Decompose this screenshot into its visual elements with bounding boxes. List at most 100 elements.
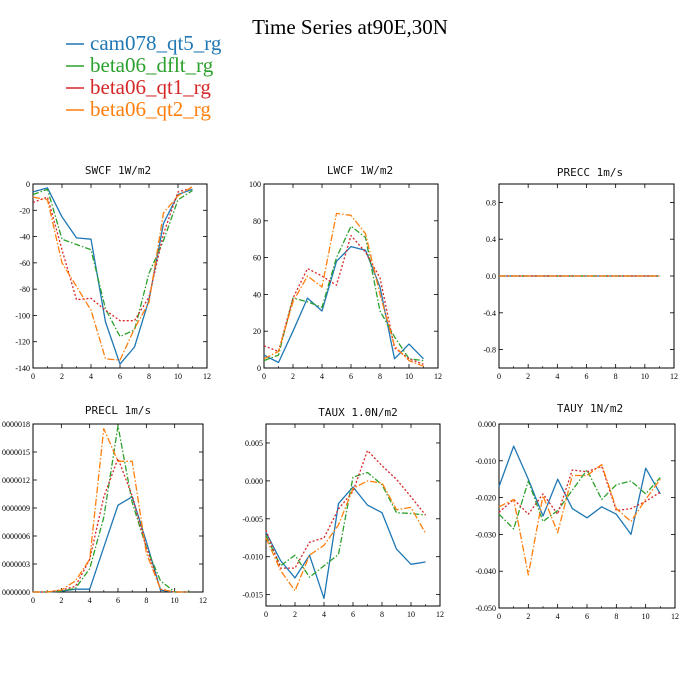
panels: SWCF 1W/m2 0 2 4 6 8 10 12 0 -20 -40 -60 -80 -100 -120… (2, 164, 679, 621)
y-tick-label: -0.015 (242, 591, 263, 600)
y-tick-label: -60 (19, 259, 30, 268)
x-tick-label: 2 (59, 596, 63, 605)
x-tick-label: 6 (118, 372, 122, 381)
y-tick-label: -0.010 (475, 457, 496, 466)
x-tick-label: 12 (671, 612, 679, 621)
x-tick-label: 0 (262, 372, 266, 381)
panel-title: TAUX 1.0N/m2 (318, 406, 397, 419)
y-tick-label: 40 (253, 290, 261, 299)
y-tick-label: 0.0 (486, 272, 496, 281)
legend: cam078_qt5_rgbeta06_dflt_rgbeta06_qt1_rg… (66, 31, 222, 121)
series-line-cam078_qt5_rg (32, 187, 193, 365)
series-line-beta06_dflt_rg (33, 425, 189, 593)
y-tick-label: 0000009 (2, 504, 30, 513)
y-tick-label: 0000015 (2, 448, 30, 457)
panel-1: SWCF 1W/m2 0 2 4 6 8 10 12 0 -20 -40 -60 -80 -100 -120… (15, 164, 211, 381)
x-tick-label: 2 (526, 612, 530, 621)
series-line-beta06_qt1_rg (265, 449, 427, 569)
x-tick-label: 4 (320, 372, 324, 381)
x-tick-label: 8 (614, 612, 618, 621)
x-tick-label: 8 (614, 372, 618, 381)
x-tick-label: 2 (526, 372, 530, 381)
y-tick-label: -100 (15, 311, 30, 320)
panel-title: PRECL 1m/s (85, 404, 151, 417)
y-tick-label: 0 (26, 180, 30, 189)
x-tick-label: 10 (642, 612, 650, 621)
x-tick-label: 4 (322, 610, 326, 619)
x-tick-label: 4 (88, 596, 92, 605)
x-tick-label: 12 (199, 596, 207, 605)
x-tick-label: 0 (31, 372, 35, 381)
legend-label-beta06_dflt_rg: beta06_dflt_rg (90, 53, 214, 77)
y-tick-label: 0000003 (2, 560, 30, 569)
x-tick-label: 2 (60, 372, 64, 381)
plot-frame (265, 423, 441, 607)
y-tick-label: -0.020 (475, 494, 496, 503)
x-tick-label: 6 (351, 610, 355, 619)
panel-title: PRECC 1m/s (557, 166, 623, 179)
y-tick-label: -0.005 (242, 515, 263, 524)
x-tick-label: 2 (293, 610, 297, 619)
x-tick-label: 6 (585, 612, 589, 621)
y-tick-label: -140 (15, 364, 30, 373)
series-line-cam078_qt5_rg (33, 496, 189, 593)
series-line-cam078_qt5_rg (498, 445, 661, 536)
series-line-beta06_dflt_rg (265, 471, 426, 578)
y-tick-label: 0000006 (2, 532, 30, 541)
series-line-beta06_qt2_rg (498, 463, 661, 576)
series-line-beta06_qt2_rg (265, 480, 427, 592)
plot-frame (498, 423, 676, 609)
x-tick-label: 6 (116, 596, 120, 605)
y-tick-label: -0.050 (475, 604, 496, 613)
y-tick-label: 0000012 (2, 476, 30, 485)
y-tick-label: 0.8 (486, 198, 496, 207)
x-tick-label: 4 (89, 372, 93, 381)
x-tick-label: 8 (378, 372, 382, 381)
series-line-beta06_qt2_rg (32, 186, 193, 361)
x-tick-label: 12 (203, 372, 211, 381)
x-tick-label: 8 (380, 610, 384, 619)
y-tick-label: 60 (253, 254, 261, 263)
legend-label-beta06_qt2_rg: beta06_qt2_rg (90, 97, 211, 121)
x-tick-label: 10 (174, 372, 182, 381)
series-line-beta06_qt2_rg (263, 212, 424, 367)
panel-title: LWCF 1W/m2 (327, 164, 393, 177)
series-line-beta06_dflt_rg (498, 469, 661, 530)
x-tick-label: 2 (291, 372, 295, 381)
legend-label-beta06_qt1_rg: beta06_qt1_rg (90, 75, 211, 99)
x-tick-label: 0 (264, 610, 268, 619)
x-tick-label: 4 (555, 372, 559, 381)
x-tick-label: 0 (497, 612, 501, 621)
y-tick-label: -120 (15, 338, 30, 347)
x-tick-label: 10 (405, 372, 413, 381)
y-tick-label: -40 (19, 233, 30, 242)
x-tick-label: 10 (641, 372, 649, 381)
x-tick-label: 12 (670, 372, 678, 381)
y-tick-label: 0.000 (245, 477, 263, 486)
y-tick-label: 0.005 (245, 439, 263, 448)
x-tick-label: 12 (436, 610, 444, 619)
x-tick-label: 12 (434, 372, 442, 381)
y-tick-label: -0.010 (242, 553, 263, 562)
series-line-beta06_dflt_rg (263, 225, 424, 362)
series-line-beta06_qt1_rg (263, 234, 424, 365)
y-tick-label: 100 (249, 180, 261, 189)
x-tick-label: 0 (497, 372, 501, 381)
x-tick-label: 10 (171, 596, 179, 605)
y-tick-label: 20 (253, 327, 261, 336)
x-tick-label: 4 (556, 612, 560, 621)
series-line-beta06_qt2_rg (33, 428, 189, 593)
plot-frame (263, 183, 439, 369)
x-tick-label: 6 (585, 372, 589, 381)
y-tick-label: 80 (253, 217, 261, 226)
panel-4: PRECL 1m/s 0 2 4 6 8 10 12 0000018 0000015 0000012… (2, 404, 207, 605)
x-tick-label: 6 (349, 372, 353, 381)
x-tick-label: 8 (147, 372, 151, 381)
page-title: Time Series at90E,30N (252, 15, 448, 39)
panel-2: LWCF 1W/m2 0 2 4 6 8 10 12 0 20 40 60 80 100 (249, 164, 442, 381)
series-line-cam078_qt5_rg (263, 245, 424, 364)
y-tick-label: -0.030 (475, 530, 496, 539)
panel-title: TAUY 1N/m2 (557, 402, 623, 415)
panel-title: SWCF 1W/m2 (85, 164, 151, 177)
series-line-cam078_qt5_rg (265, 486, 426, 600)
